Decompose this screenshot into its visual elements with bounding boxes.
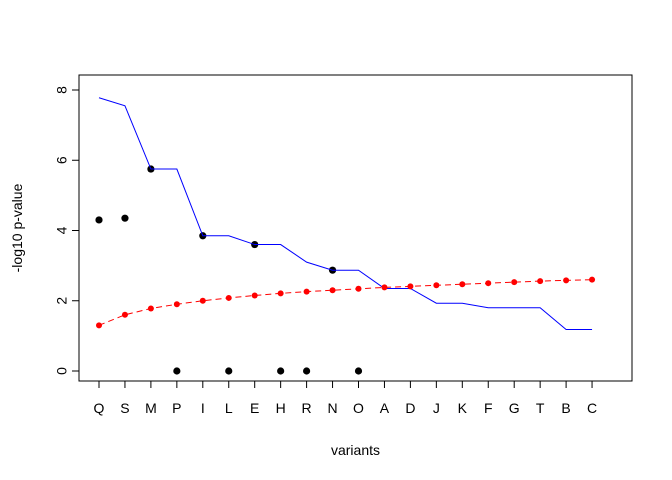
black-data-point [173,367,181,375]
black-data-point [121,214,129,222]
x-tick-label: E [250,400,259,416]
blue-line-series [98,97,593,331]
y-tick-label: 4 [54,226,70,234]
y-axis: 0 2 4 6 8 [54,86,80,375]
red-data-point [485,280,492,287]
black-data-point [95,216,103,224]
x-tick-label: S [120,400,129,416]
x-tick-label: B [561,400,570,416]
x-tick-label: N [327,400,337,416]
y-axis-title: -log10 p-value [9,183,25,272]
red-data-point [199,297,206,304]
x-tick-label: J [433,400,440,416]
black-data-point [303,367,311,375]
x-tick-label: R [302,400,312,416]
x-tick-label: Q [94,400,105,416]
x-tick-label: M [145,400,157,416]
x-tick-label: A [380,400,390,416]
x-axis-title: variants [331,442,380,458]
x-tick-label: H [276,400,286,416]
red-data-point [121,311,128,318]
x-tick-label: D [405,400,415,416]
red-data-point [147,305,154,312]
red-data-point [96,322,102,329]
x-tick-label: I [201,400,205,416]
black-data-point [225,367,233,375]
x-tick-label: K [458,400,468,416]
red-data-point [277,290,284,297]
red-data-point [355,285,362,292]
red-data-point [381,284,388,291]
red-data-point [303,288,310,295]
x-tick-label: G [509,400,520,416]
black-data-point [277,367,285,375]
x-tick-label: F [484,400,493,416]
red-data-point [563,277,570,284]
x-tick-label: L [225,400,233,416]
plot-frame [78,74,633,382]
x-tick-label: O [353,400,364,416]
red-data-point [173,301,180,308]
red-data-point [459,281,466,288]
red-data-point [225,294,232,301]
y-tick-label: 0 [54,367,70,375]
red-data-point [511,279,518,286]
black-data-point [354,367,363,375]
y-tick-label: 8 [54,86,70,94]
y-tick-label: 2 [54,297,70,305]
red-data-point [433,282,440,289]
y-tick-label: 6 [54,156,70,164]
red-data-point [407,283,414,290]
red-data-point [537,278,544,285]
x-tick-label: T [536,400,545,416]
series-layer [95,97,596,375]
red-data-point [251,292,258,299]
red-data-point [329,287,336,294]
x-tick-label: C [587,400,597,416]
x-tick-label: P [172,400,181,416]
red-data-point [589,276,596,283]
red-dashed-line-series [98,279,593,326]
